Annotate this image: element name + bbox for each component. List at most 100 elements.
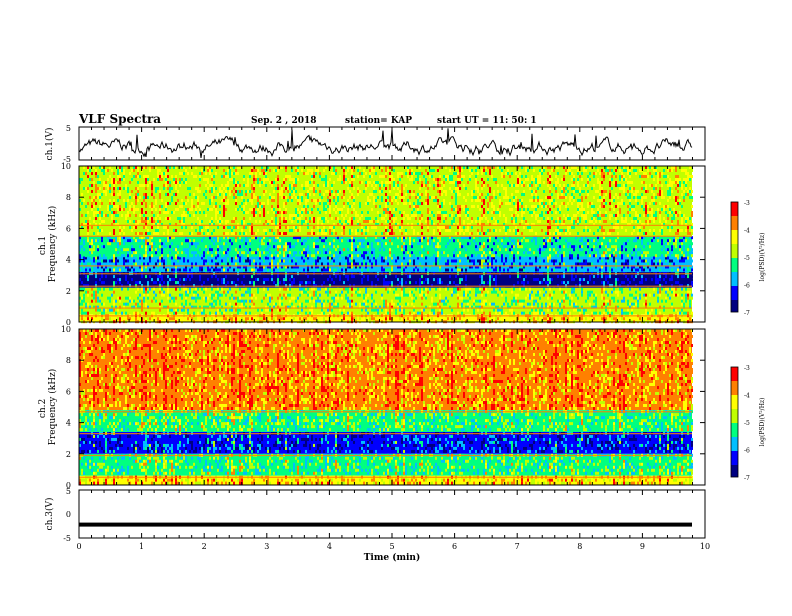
spectrogram-cell <box>131 184 133 187</box>
spectrogram-cell <box>347 288 349 291</box>
spectrogram-cell <box>335 214 337 217</box>
spectrogram-cell <box>323 205 325 208</box>
spectrogram-cell <box>203 214 205 217</box>
spectrogram-cell <box>203 202 205 205</box>
spectrogram-cell <box>381 256 383 259</box>
spectrogram-cell <box>339 196 341 199</box>
spectrogram-cell <box>103 208 105 211</box>
spectrogram-cell <box>133 312 135 315</box>
spectrogram-cell <box>177 199 179 202</box>
spectrogram-cell <box>237 184 239 187</box>
spectrogram-cell <box>125 205 127 208</box>
spectrogram-cell <box>131 178 133 181</box>
spectrogram-cell <box>207 312 209 315</box>
spectrogram-cell <box>369 184 371 187</box>
spectrogram-cell <box>143 199 145 202</box>
spectrogram-cell <box>367 242 369 245</box>
spectrogram-cell <box>267 254 269 257</box>
spectrogram-cell <box>283 312 285 315</box>
spectrogram-cell <box>233 196 235 199</box>
spectrogram-cell <box>99 187 101 190</box>
spectrogram-cell <box>187 239 189 242</box>
spectrogram-cell <box>225 232 227 235</box>
spectrogram-cell <box>187 211 189 214</box>
spectrogram-cell <box>367 217 369 220</box>
spectrogram-cell <box>245 312 247 315</box>
spectrogram-cell <box>123 297 125 300</box>
spectrogram-cell <box>323 184 325 187</box>
spectrogram-cell <box>257 175 259 178</box>
spectrogram-cell <box>385 199 387 202</box>
spectrogram-cell <box>293 214 295 217</box>
spectrogram-cell <box>357 303 359 306</box>
spectrogram-cell <box>243 217 245 220</box>
spectrogram-cell <box>277 254 279 257</box>
spectrogram-cell <box>297 178 299 181</box>
spectrogram-cell <box>195 205 197 208</box>
spectrogram-cell <box>91 251 93 254</box>
spectrogram-cell <box>105 303 107 306</box>
spectrogram-cell <box>295 208 297 211</box>
spectrogram-cell <box>327 184 329 187</box>
spectrogram-cell <box>289 254 291 257</box>
spectrogram-cell <box>387 268 389 271</box>
spectrogram-cell <box>415 196 417 199</box>
spectrogram-cell <box>165 217 167 220</box>
spectrogram-cell <box>121 178 123 181</box>
spectrogram-cell <box>137 309 139 312</box>
spectrogram-cell <box>105 317 107 320</box>
spectrogram-cell <box>407 288 409 291</box>
spectrogram-cell <box>233 309 235 312</box>
spectrogram-cell <box>385 245 387 248</box>
spectrogram-cell <box>139 281 141 284</box>
spectrogram-cell <box>371 245 373 248</box>
spectrogram-cell <box>221 220 223 223</box>
spectrogram-cell <box>135 214 137 217</box>
spectrogram-cell <box>203 291 205 294</box>
spectrogram-cell <box>381 217 383 220</box>
spectrogram-cell <box>393 217 395 220</box>
spectrogram-cell <box>175 281 177 284</box>
spectrogram-cell <box>107 187 109 190</box>
spectrogram-cell <box>129 300 131 303</box>
spectrogram-cell <box>389 199 391 202</box>
spectrogram-cell <box>117 199 119 202</box>
spectrogram-cell <box>307 232 309 235</box>
spectrogram-cell <box>93 239 95 242</box>
spectrogram-cell <box>273 232 275 235</box>
spectrogram-cell <box>287 226 289 229</box>
spectrogram-cell <box>359 268 361 271</box>
spectrogram-cell <box>147 291 149 294</box>
spectrogram-cell <box>243 172 245 175</box>
spectrogram-cell <box>403 217 405 220</box>
spectrogram-cell <box>393 303 395 306</box>
spectrogram-cell <box>87 226 89 229</box>
spectrogram-cell <box>85 208 87 211</box>
spectrogram-cell <box>267 278 269 281</box>
spectrogram-cell <box>169 196 171 199</box>
spectrogram-cell <box>275 187 277 190</box>
spectrogram-cell <box>141 297 143 300</box>
spectrogram-cell <box>301 288 303 291</box>
spectrogram-cell <box>123 317 125 320</box>
spectrogram-cell <box>399 190 401 193</box>
spectrogram-cell <box>175 187 177 190</box>
spectrogram-cell <box>361 242 363 245</box>
spectrogram-cell <box>103 178 105 181</box>
spectrogram-cell <box>353 226 355 229</box>
spectrogram-cell <box>179 232 181 235</box>
spectrogram-cell <box>131 208 133 211</box>
spectrogram-cell <box>177 190 179 193</box>
spectrogram-cell <box>315 300 317 303</box>
spectrogram-cell <box>255 178 257 181</box>
spectrogram-cell <box>269 187 271 190</box>
spectrogram-cell <box>81 172 83 175</box>
spectrogram-cell <box>365 262 367 265</box>
spectrogram-cell <box>99 196 101 199</box>
spectrogram-cell <box>207 297 209 300</box>
spectrogram-cell <box>141 217 143 220</box>
spectrogram-cell <box>337 211 339 214</box>
spectrogram-cell <box>291 187 293 190</box>
spectrogram-cell <box>357 220 359 223</box>
spectrogram-cell <box>413 193 415 196</box>
